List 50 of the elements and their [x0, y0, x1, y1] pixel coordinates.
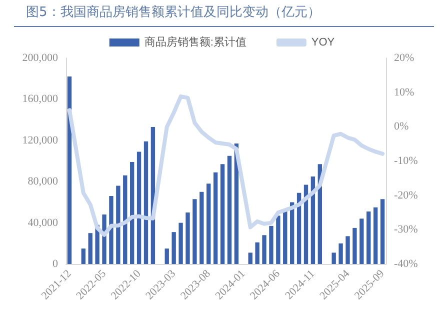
bar [338, 243, 343, 264]
bar [304, 184, 308, 264]
bar [109, 196, 114, 264]
line-series [67, 94, 385, 237]
bar [346, 236, 350, 264]
bar [310, 176, 316, 264]
y2-tick-label: 10% [394, 86, 414, 98]
bar [262, 235, 266, 264]
bar [360, 218, 364, 264]
bar [373, 207, 378, 264]
bar [255, 242, 260, 264]
bar [164, 248, 169, 264]
bar [276, 216, 280, 264]
chart-title: 图5：我国商品房销售额累计值及同比变动（亿元） [14, 4, 434, 27]
legend-label: YOY [311, 36, 336, 48]
bar [380, 199, 385, 264]
bar [227, 156, 232, 264]
y2-tick-label: 0% [394, 120, 409, 133]
bar [144, 141, 148, 264]
bar [332, 252, 336, 264]
y-tick-label: 80,000 [28, 176, 58, 188]
y-tick-label: 0 [52, 258, 58, 270]
bar [269, 226, 274, 264]
bar [116, 186, 120, 264]
y2-tick-label: 20% [394, 52, 414, 64]
bar [178, 222, 183, 264]
bar [136, 152, 142, 264]
bar [200, 192, 204, 264]
bar [248, 252, 252, 264]
bar [192, 199, 197, 264]
bar [186, 212, 190, 264]
bar [81, 248, 86, 264]
legend-label: 商品房销售额:累计值 [144, 36, 246, 48]
bar [352, 228, 357, 264]
y-tick-label: 120,000 [22, 134, 58, 146]
y-tick-label: 200,000 [22, 52, 58, 64]
bar [88, 233, 92, 264]
y2-tick-label: -40% [394, 258, 418, 270]
y2-tick-label: -10% [394, 155, 418, 167]
bar [220, 164, 225, 264]
bar [123, 175, 128, 264]
y2-tick-label: -30% [394, 224, 418, 236]
bar [213, 172, 218, 264]
y2-tick-label: -20% [394, 189, 418, 202]
bar [366, 211, 371, 264]
bar [172, 232, 176, 264]
y-tick-label: 160,000 [22, 93, 58, 106]
y-tick-label: 40,000 [28, 216, 58, 229]
bar [206, 184, 211, 264]
bar [130, 162, 134, 264]
